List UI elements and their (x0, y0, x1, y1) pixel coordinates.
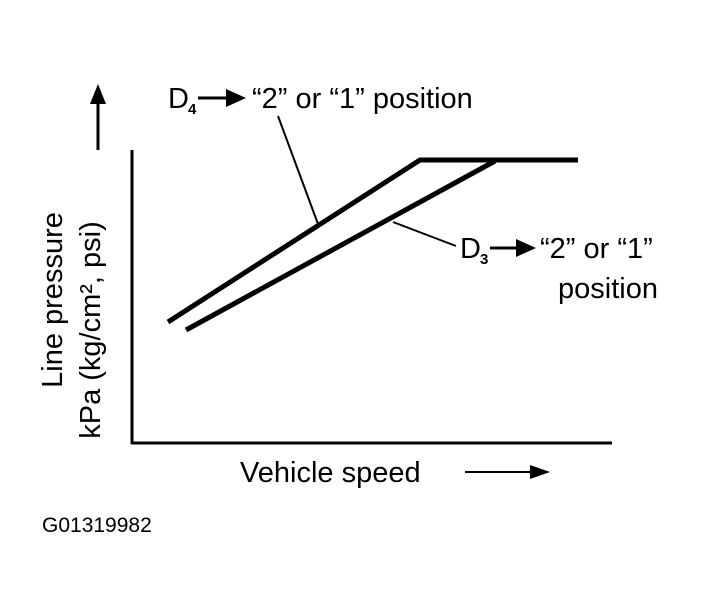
figure-id: G01319982 (42, 514, 152, 537)
d3-label-base: D (460, 233, 481, 265)
d3-curve (184, 158, 497, 333)
d3-arrow-head (516, 239, 536, 257)
d3-label-text: position (558, 273, 658, 305)
y-label: Line pressure (37, 212, 69, 388)
d4-label-base: D (168, 83, 189, 115)
d4-label-text: “2” or “1” position (252, 83, 473, 115)
d3-label-sub: 3 (480, 251, 488, 268)
d4-arrow-head (226, 89, 246, 107)
d4-curve (166, 157, 578, 325)
x-arrow-head (530, 465, 550, 479)
x-label: Vehicle speed (240, 457, 421, 489)
d4-label-sub: 4 (188, 101, 197, 118)
d3-leader (392, 221, 457, 247)
y-arrow-head (90, 84, 106, 104)
y-label-units: kPa (kg/cm², psi) (75, 221, 107, 439)
d4-leader (277, 115, 319, 225)
d3-label-text: “2” or “1” (540, 233, 653, 265)
